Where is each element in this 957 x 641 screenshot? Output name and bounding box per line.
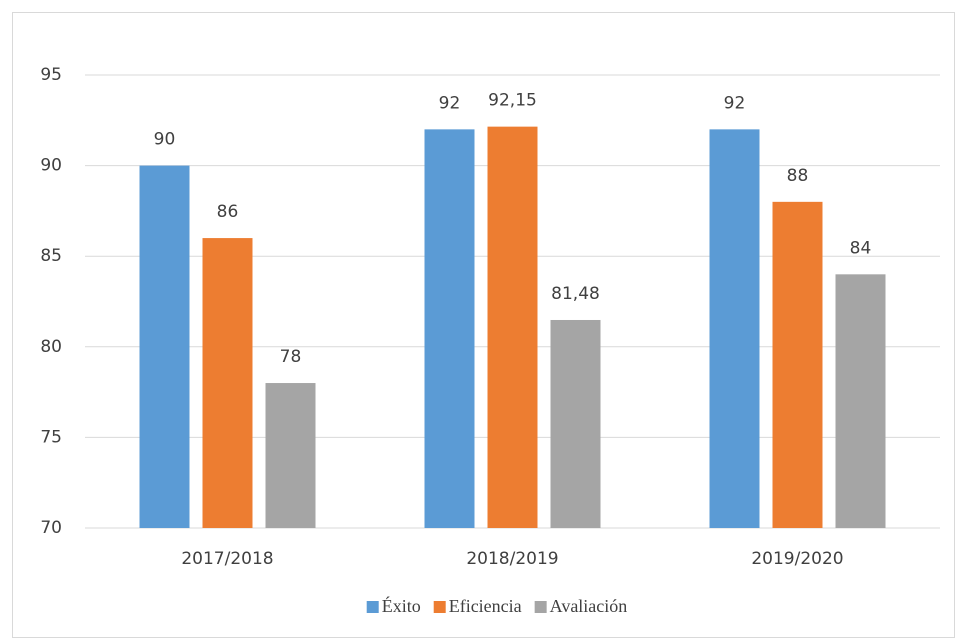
value-label: 92 <box>439 93 461 113</box>
value-label: 84 <box>850 238 872 258</box>
legend-swatch <box>433 601 446 613</box>
bar <box>202 238 253 528</box>
bar <box>424 129 475 529</box>
value-label: 86 <box>217 202 239 222</box>
value-label: 78 <box>280 347 302 367</box>
x-tick-label: 2018/2019 <box>466 549 558 569</box>
legend-label: Avaliación <box>550 596 628 616</box>
bar <box>265 383 316 528</box>
bar <box>835 274 886 528</box>
value-label: 81,48 <box>551 284 600 304</box>
legend-label: Eficiencia <box>449 596 522 616</box>
bar <box>709 129 760 529</box>
y-tick-label: 95 <box>40 65 62 85</box>
bar <box>487 126 538 528</box>
bar <box>550 319 601 528</box>
y-tick-label: 80 <box>40 337 62 357</box>
legend-swatch <box>366 601 379 613</box>
y-tick-label: 85 <box>40 246 62 266</box>
y-tick-label: 90 <box>40 156 62 176</box>
legend-swatch <box>534 601 547 613</box>
bar <box>772 201 823 528</box>
value-label: 90 <box>154 130 176 150</box>
value-label: 92,15 <box>488 91 537 111</box>
x-tick-label: 2019/2020 <box>751 549 843 569</box>
bar <box>139 165 190 528</box>
legend-label: Éxito <box>382 595 421 616</box>
value-label: 92 <box>724 93 746 113</box>
x-tick-label: 2017/2018 <box>181 549 273 569</box>
y-tick-label: 70 <box>40 518 62 538</box>
value-label: 88 <box>787 166 809 186</box>
y-tick-label: 75 <box>40 427 62 447</box>
